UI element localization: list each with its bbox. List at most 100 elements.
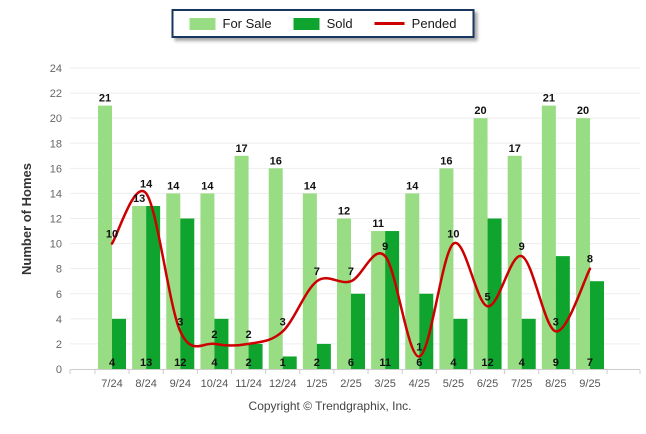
- for-sale-value-label: 21: [543, 93, 555, 105]
- sold-swatch-icon: [293, 17, 320, 30]
- for-sale-value-label: 17: [509, 143, 521, 155]
- for-sale-bar: [541, 105, 556, 369]
- y-tick-label: 6: [56, 289, 62, 301]
- sold-value-label: 11: [379, 357, 391, 369]
- for-sale-value-label: 14: [201, 180, 214, 192]
- y-tick-label: 10: [50, 239, 62, 251]
- x-category-label: 9/24: [170, 378, 191, 390]
- for-sale-bar: [405, 193, 420, 369]
- x-category-label: 5/25: [443, 378, 464, 390]
- y-tick-label: 18: [50, 138, 62, 150]
- sold-value-label: 12: [174, 357, 186, 369]
- sold-value-label: 4: [211, 357, 218, 369]
- pended-line-swatch-icon: [374, 22, 405, 25]
- for-sale-bar: [200, 193, 215, 369]
- x-category-label: 3/25: [374, 378, 395, 390]
- pended-value-label: 2: [246, 329, 252, 341]
- x-category-label: 10/24: [201, 378, 229, 390]
- for-sale-swatch-icon: [189, 17, 216, 30]
- sold-value-label: 13: [140, 357, 152, 369]
- sold-bar: [487, 218, 502, 369]
- sold-value-label: 2: [246, 357, 252, 369]
- y-tick-label: 24: [50, 63, 62, 75]
- pended-value-label: 7: [348, 266, 354, 278]
- for-sale-bar: [575, 118, 590, 370]
- x-category-label: 6/25: [477, 378, 498, 390]
- pended-value-label: 8: [587, 254, 593, 266]
- pended-value-label: 3: [177, 316, 183, 328]
- for-sale-bar: [439, 168, 454, 369]
- y-tick-label: 22: [50, 88, 62, 100]
- pended-value-label: 9: [519, 241, 525, 253]
- sold-bar: [555, 256, 570, 369]
- for-sale-value-label: 14: [304, 180, 317, 192]
- pended-value-label: 10: [106, 229, 118, 241]
- legend-item-sold: Sold: [293, 16, 353, 31]
- sold-value-label: 9: [553, 357, 559, 369]
- for-sale-bar: [268, 168, 283, 369]
- pended-value-label: 7: [314, 266, 320, 278]
- for-sale-bar: [507, 155, 522, 369]
- for-sale-bar: [302, 193, 317, 369]
- sold-bar: [282, 356, 297, 369]
- pended-line: [110, 189, 592, 358]
- sold-value-label: 12: [481, 357, 493, 369]
- sold-value-label: 4: [109, 357, 116, 369]
- for-sale-value-label: 13: [133, 193, 145, 205]
- for-sale-value-label: 14: [406, 180, 419, 192]
- sold-bar: [180, 218, 195, 369]
- sold-value-label: 4: [519, 357, 526, 369]
- for-sale-value-label: 11: [372, 218, 384, 230]
- y-tick-label: 20: [50, 113, 62, 125]
- sold-bar: [589, 281, 604, 369]
- for-sale-value-label: 17: [235, 143, 247, 155]
- for-sale-value-label: 20: [474, 105, 486, 117]
- sold-bar: [248, 343, 263, 369]
- legend-label-pended: Pended: [411, 16, 457, 31]
- x-category-label: 2/25: [340, 378, 361, 390]
- x-category-label: 8/24: [135, 378, 156, 390]
- for-sale-bar: [473, 118, 488, 370]
- legend-item-for-sale: For Sale: [189, 17, 272, 30]
- y-axis-title: Number of Homes: [19, 163, 34, 275]
- sold-value-label: 2: [314, 357, 320, 369]
- axis-layer: [69, 369, 641, 374]
- for-sale-value-label: 12: [338, 206, 350, 218]
- pended-value-label: 10: [447, 229, 459, 241]
- y-tick-label: 0: [56, 364, 62, 376]
- sold-value-label: 1: [280, 357, 286, 369]
- for-sale-bar: [234, 155, 249, 369]
- x-category-label: 1/25: [306, 378, 327, 390]
- for-sale-value-label: 14: [167, 180, 180, 192]
- pended-value-label: 3: [280, 316, 286, 328]
- sold-bar: [521, 318, 536, 369]
- x-category-label: 7/24: [101, 378, 122, 390]
- y-tick-label: 14: [50, 188, 62, 200]
- y-tick-label: 2: [56, 339, 62, 351]
- sold-value-label: 7: [587, 357, 593, 369]
- sold-value-label: 4: [450, 357, 457, 369]
- sold-value-label: 6: [348, 357, 354, 369]
- legend: For Sale Sold Pended: [171, 9, 475, 38]
- for-sale-bar: [336, 218, 351, 369]
- line-layer: [110, 189, 592, 358]
- pended-value-label: 2: [211, 329, 217, 341]
- sold-bar: [316, 343, 331, 369]
- pended-value-label: 9: [382, 241, 388, 253]
- for-sale-bar: [98, 105, 112, 369]
- y-tick-label: 16: [50, 163, 62, 175]
- y-tick-label: 12: [50, 214, 62, 226]
- legend-label-sold: Sold: [326, 16, 353, 31]
- sold-value-label: 6: [416, 357, 422, 369]
- bars-layer: [98, 105, 604, 370]
- pended-value-label: 3: [553, 316, 559, 328]
- legend-item-pended: Pended: [374, 16, 457, 31]
- sold-bar: [350, 293, 365, 369]
- for-sale-value-label: 16: [440, 155, 452, 167]
- for-sale-value-label: 16: [270, 155, 282, 167]
- y-tick-label: 4: [56, 314, 62, 326]
- sold-bar: [112, 318, 126, 369]
- y-tick-label: 8: [56, 264, 62, 276]
